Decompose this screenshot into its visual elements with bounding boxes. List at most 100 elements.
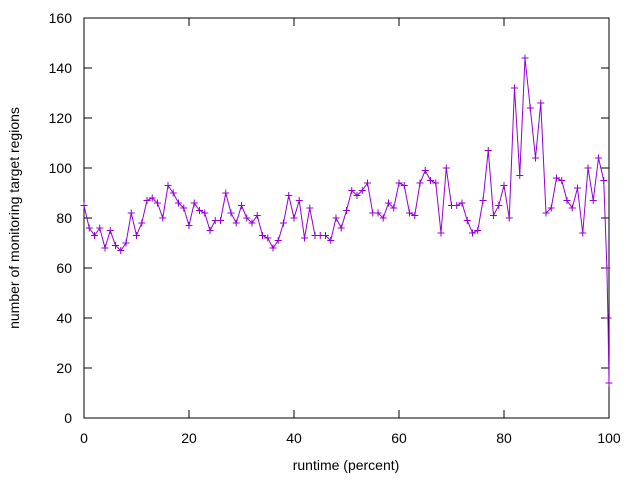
y-tick-label: 100 xyxy=(49,160,73,176)
point-marker xyxy=(327,237,335,244)
y-tick-label: 120 xyxy=(49,110,73,126)
point-marker xyxy=(112,242,119,249)
point-marker xyxy=(91,232,98,239)
point-marker xyxy=(332,214,340,222)
y-tick-label: 0 xyxy=(64,410,72,426)
point-marker xyxy=(217,217,224,224)
point-marker xyxy=(175,199,182,207)
point-marker xyxy=(353,192,361,199)
point-marker xyxy=(196,207,203,214)
point-marker xyxy=(495,202,503,209)
point-marker xyxy=(122,239,130,247)
point-marker xyxy=(301,234,308,242)
point-marker xyxy=(379,214,387,222)
point-marker xyxy=(190,199,198,207)
point-marker xyxy=(133,232,140,239)
point-marker xyxy=(584,164,592,172)
point-marker xyxy=(427,177,434,184)
point-marker xyxy=(159,214,167,222)
point-marker xyxy=(306,204,314,212)
point-marker xyxy=(358,187,366,194)
x-tick-label: 100 xyxy=(597,430,621,446)
point-marker xyxy=(374,209,382,217)
point-marker xyxy=(411,212,419,219)
point-marker xyxy=(603,264,611,272)
point-marker xyxy=(364,179,371,187)
point-marker xyxy=(500,182,508,189)
x-tick-label: 40 xyxy=(286,430,302,446)
point-marker xyxy=(295,197,303,204)
point-marker xyxy=(248,219,256,227)
point-marker xyxy=(432,179,440,187)
point-marker xyxy=(568,204,576,212)
point-marker xyxy=(469,229,476,237)
point-marker xyxy=(101,244,109,252)
point-marker xyxy=(395,179,403,187)
point-marker xyxy=(232,219,240,227)
point-marker xyxy=(600,177,608,184)
point-marker xyxy=(605,379,613,387)
x-tick-label: 80 xyxy=(496,430,512,446)
point-marker xyxy=(563,197,571,204)
point-marker xyxy=(511,84,518,92)
point-marker xyxy=(348,187,356,194)
point-marker xyxy=(206,227,214,234)
point-marker xyxy=(505,214,513,222)
point-marker xyxy=(185,222,193,229)
point-marker xyxy=(437,229,445,237)
point-marker xyxy=(117,247,125,254)
point-marker xyxy=(148,194,156,202)
point-marker xyxy=(243,214,251,222)
y-tick-label: 80 xyxy=(56,210,72,226)
point-marker xyxy=(138,219,146,227)
point-marker xyxy=(406,209,413,217)
point-marker xyxy=(322,232,329,239)
point-marker xyxy=(285,192,293,199)
point-marker xyxy=(259,232,266,239)
point-marker xyxy=(238,202,245,209)
point-marker xyxy=(180,204,188,212)
y-tick-label: 60 xyxy=(56,260,72,276)
point-marker xyxy=(169,189,177,197)
point-marker xyxy=(442,164,450,172)
point-marker xyxy=(253,212,261,219)
y-axis-label: number of monitoring target regions xyxy=(6,107,22,329)
point-marker xyxy=(532,154,539,162)
point-marker xyxy=(201,209,209,217)
point-marker xyxy=(516,172,524,179)
x-axis-label: runtime (percent) xyxy=(293,457,400,473)
point-marker xyxy=(595,154,602,162)
point-marker xyxy=(474,227,482,234)
point-marker xyxy=(574,184,581,192)
point-marker xyxy=(343,207,350,214)
point-marker xyxy=(227,209,235,217)
point-marker xyxy=(222,189,230,197)
point-marker xyxy=(127,209,135,217)
point-marker xyxy=(106,227,114,234)
point-marker xyxy=(537,99,545,107)
point-marker xyxy=(547,204,555,212)
point-marker xyxy=(264,234,272,242)
point-marker xyxy=(337,224,345,232)
point-marker xyxy=(290,214,298,222)
point-marker xyxy=(164,182,172,189)
y-tick-label: 140 xyxy=(49,60,73,76)
point-marker xyxy=(143,197,151,204)
y-tick-label: 160 xyxy=(49,10,73,26)
point-marker xyxy=(280,219,287,227)
point-marker xyxy=(453,202,461,209)
point-marker xyxy=(542,209,550,217)
point-marker xyxy=(490,212,497,219)
x-tick-label: 60 xyxy=(391,430,407,446)
point-marker xyxy=(526,104,534,112)
y-tick-label: 40 xyxy=(56,310,72,326)
point-marker xyxy=(416,179,424,187)
point-marker xyxy=(421,167,429,174)
point-marker xyxy=(604,314,612,322)
point-marker xyxy=(458,199,466,207)
point-marker xyxy=(484,147,492,154)
point-marker xyxy=(269,244,277,252)
point-marker xyxy=(96,224,104,232)
point-marker xyxy=(154,199,161,207)
